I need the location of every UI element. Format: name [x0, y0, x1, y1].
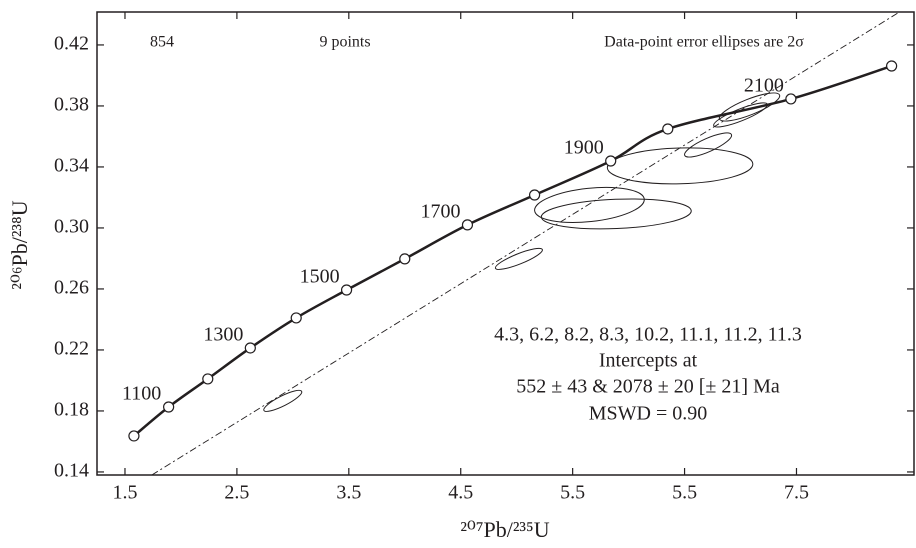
- plot-frame: [96, 11, 915, 476]
- x-axis-label: ²⁰⁷Pb/²³⁵U: [460, 517, 549, 542]
- annotation: MSWD = 0.90: [589, 403, 708, 425]
- x-tick-label: 2.5: [224, 482, 249, 504]
- age-label: 2100: [744, 75, 784, 97]
- concordia-point: [886, 60, 898, 72]
- error-ellipse: [540, 198, 692, 230]
- concordia-point: [399, 253, 411, 265]
- y-tick-label: 0.38: [54, 94, 89, 116]
- x-tick-label: 4.5: [448, 482, 473, 504]
- concordia-point: [163, 401, 175, 413]
- concordia-point: [202, 373, 214, 385]
- x-tick-label: 5.5: [672, 482, 697, 504]
- concordia-point: [528, 189, 541, 201]
- y-tick-label: 0.34: [54, 155, 89, 177]
- concordia-point: [461, 219, 474, 231]
- age-label: 1700: [420, 200, 460, 222]
- age-label: 1300: [203, 324, 243, 346]
- concordia-curve: [133, 64, 893, 437]
- concordia-point: [605, 155, 617, 167]
- x-tick-label: 1.5: [112, 482, 137, 504]
- error-ellipse: [684, 132, 733, 158]
- sample-note: 854: [150, 34, 174, 51]
- concordia-point: [785, 93, 797, 105]
- y-tick-label: 0.14: [54, 460, 89, 482]
- concordia-point: [662, 123, 674, 135]
- concordia-point: [128, 430, 140, 442]
- y-axis-label: ²⁰⁶Pb/²³⁸U: [7, 200, 32, 289]
- error-ellipse: [263, 389, 303, 412]
- discordia-line: [151, 11, 900, 476]
- points-note: 9 points: [319, 34, 370, 51]
- y-tick-label: 0.22: [54, 338, 89, 360]
- concordia-point: [340, 284, 353, 296]
- x-tick-label: 3.5: [336, 482, 361, 504]
- concordia-point: [290, 312, 302, 324]
- concordia-point: [244, 342, 256, 354]
- x-tick-label: 7.5: [784, 482, 809, 504]
- y-tick-label: 0.26: [54, 277, 89, 299]
- annotation: 4.3, 6.2, 8.2, 8.3, 10.2, 11.1, 11.2, 11…: [494, 324, 802, 346]
- age-label: 1900: [564, 137, 604, 159]
- age-label: 1100: [122, 383, 161, 405]
- y-tick-label: 0.30: [54, 216, 89, 238]
- y-tick-label: 0.18: [54, 399, 89, 421]
- error-ellipse: [718, 92, 781, 122]
- error-ellipse: [494, 247, 543, 270]
- ellipse-note: Data-point error ellipses are 2σ: [604, 34, 804, 51]
- age-label: 1500: [300, 266, 340, 288]
- annotation: 552 ± 43 & 2078 ± 20 [± 21] Ma: [516, 376, 780, 398]
- x-tick-label: 5.5: [560, 482, 585, 504]
- annotation: Intercepts at: [599, 350, 698, 372]
- error-ellipse: [606, 147, 754, 185]
- y-tick-label: 0.42: [54, 33, 89, 55]
